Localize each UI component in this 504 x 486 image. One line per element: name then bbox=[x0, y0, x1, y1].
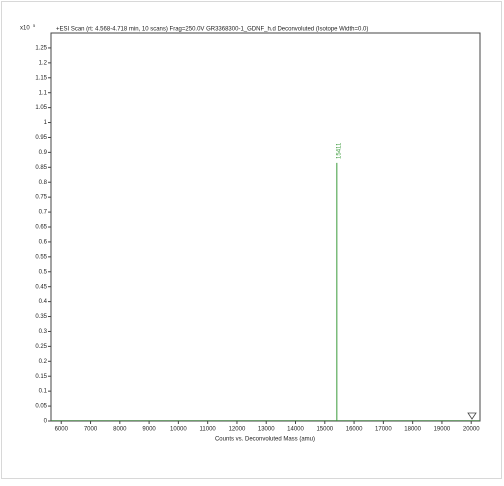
frame bbox=[1, 1, 502, 479]
peak-label: 15411 bbox=[336, 142, 342, 159]
x-tick-label: 18000 bbox=[404, 427, 421, 433]
y-tick-label: 0.2 bbox=[39, 359, 48, 365]
y-tick-label: 0.85 bbox=[35, 165, 47, 171]
y-tick-label: 0.5 bbox=[39, 269, 48, 275]
x-tick-label: 20000 bbox=[463, 427, 480, 433]
x-tick-label: 17000 bbox=[375, 427, 392, 433]
chart-title: +ESI Scan (rt: 4.568-4.718 min, 10 scans… bbox=[56, 27, 368, 33]
x-tick-label: 15000 bbox=[316, 427, 333, 433]
y-tick-label: 1.15 bbox=[35, 75, 47, 81]
y-tick-label: 0.25 bbox=[35, 344, 47, 350]
y-tick-label: 0.45 bbox=[35, 284, 47, 290]
y-tick-label: 0.7 bbox=[39, 210, 48, 216]
x-tick-label: 19000 bbox=[434, 427, 451, 433]
y-tick-label: 0.55 bbox=[35, 254, 47, 260]
x-tick-label: 12000 bbox=[229, 427, 246, 433]
x-tick-label: 11000 bbox=[200, 427, 217, 433]
x-tick-label: 6000 bbox=[55, 427, 69, 433]
x-tick-label: 16000 bbox=[346, 427, 363, 433]
y-tick-label: 0.9 bbox=[39, 150, 48, 156]
y-tick-label: 0.35 bbox=[35, 314, 47, 320]
y-scale: x10 bbox=[20, 26, 30, 32]
x-tick-label: 8000 bbox=[113, 427, 127, 433]
y-tick-label: 0.05 bbox=[35, 404, 47, 410]
y-tick-label: 0.3 bbox=[39, 329, 48, 335]
y-tick-label: 0 bbox=[44, 419, 48, 425]
x-axis-label: Counts vs. Deconvoluted Mass (amu) bbox=[215, 437, 315, 443]
y-tick-label: 0.4 bbox=[39, 299, 48, 305]
y-tick-label: 0.65 bbox=[35, 225, 47, 231]
y-exponent: 5 bbox=[33, 23, 36, 28]
y-tick-label: 0.8 bbox=[39, 180, 48, 186]
y-tick-label: 0.95 bbox=[35, 135, 47, 141]
y-tick-label: 1.1 bbox=[39, 90, 48, 96]
y-tick-label: 0.75 bbox=[35, 195, 47, 201]
x-tick-label: 9000 bbox=[142, 427, 156, 433]
y-tick-label: 1.25 bbox=[35, 46, 47, 52]
y-tick-label: 1.2 bbox=[39, 60, 48, 66]
x-tick-label: 10000 bbox=[170, 427, 187, 433]
y-tick-label: 1.05 bbox=[35, 105, 47, 111]
y-tick-label: 0.1 bbox=[39, 389, 48, 395]
x-tick-label: 14000 bbox=[287, 427, 304, 433]
x-tick-label: 7000 bbox=[84, 427, 98, 433]
y-tick-label: 0.6 bbox=[39, 240, 48, 246]
y-tick-label: 1 bbox=[44, 120, 48, 126]
x-tick-label: 13000 bbox=[258, 427, 275, 433]
marker-icon bbox=[467, 412, 477, 420]
y-tick-label: 0.15 bbox=[35, 374, 47, 380]
